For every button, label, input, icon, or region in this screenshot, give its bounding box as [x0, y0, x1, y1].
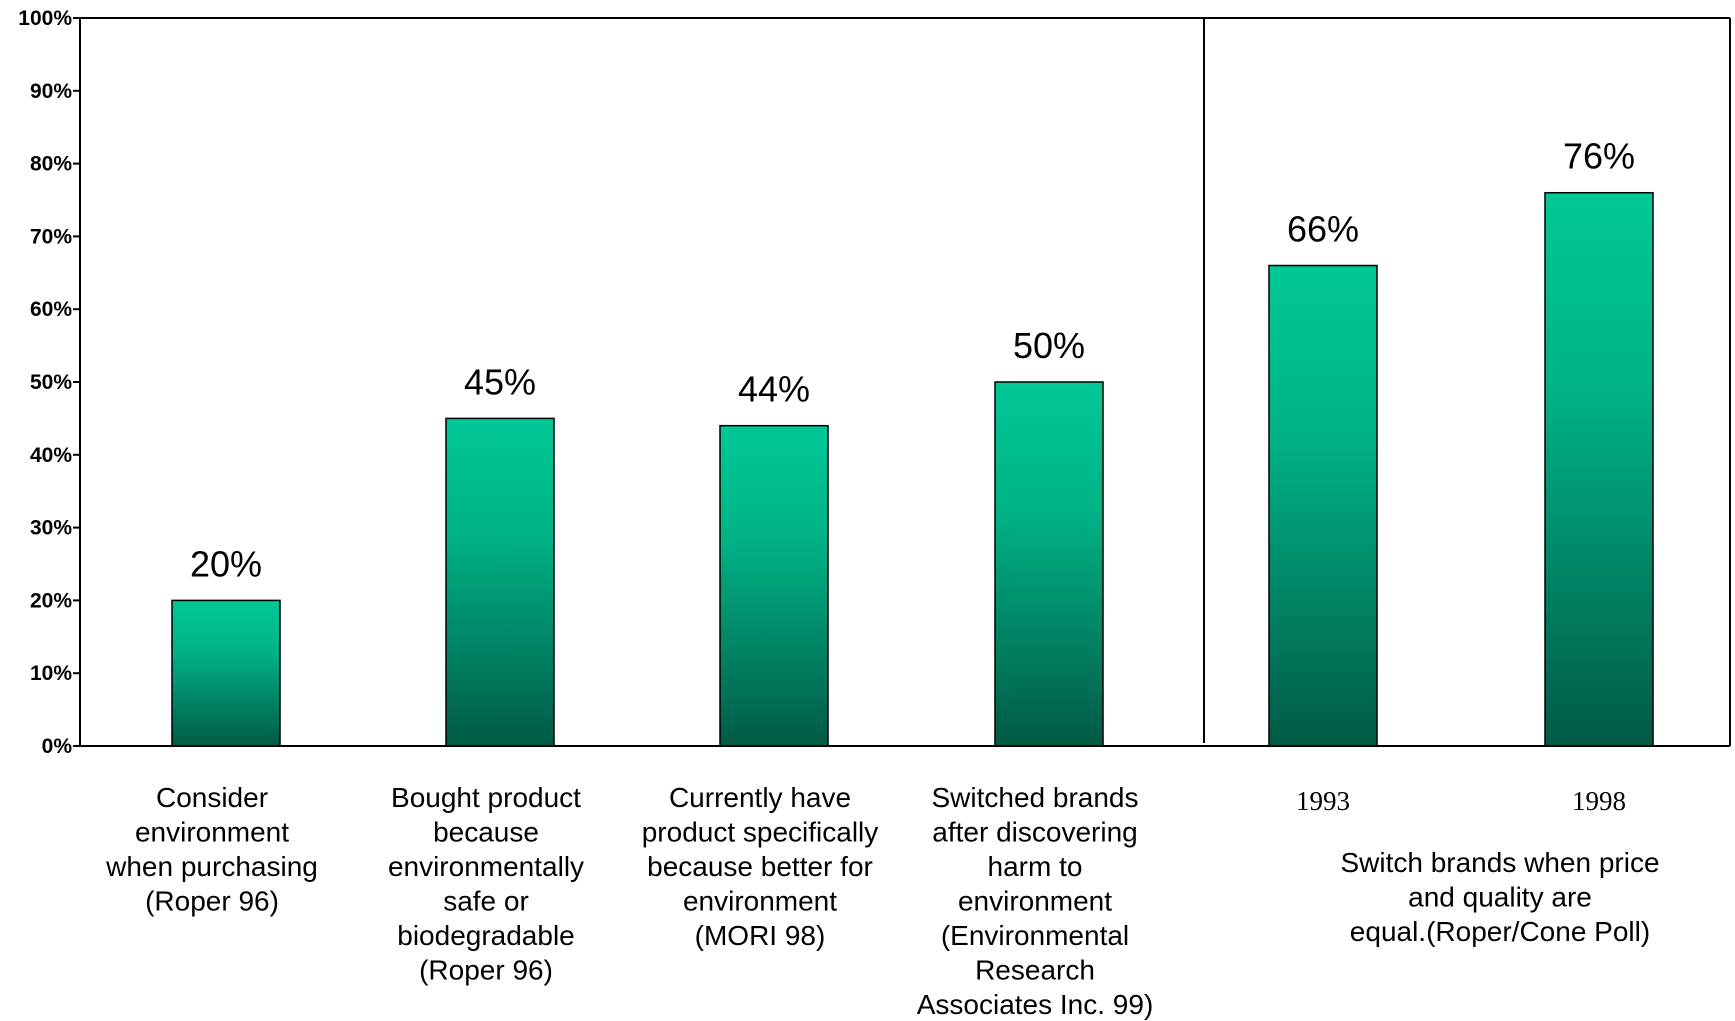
category-label: after discovering: [932, 817, 1137, 848]
category-label: safe or: [443, 886, 529, 917]
bar: [171, 599, 281, 747]
data-label: 66%: [1287, 209, 1359, 250]
category-label: 1998: [1572, 786, 1626, 816]
category-label: Research: [975, 955, 1095, 986]
data-label: 50%: [1013, 325, 1085, 366]
category-label: (Roper 96): [419, 955, 553, 986]
bar: [1544, 191, 1654, 747]
group-label: equal.(Roper/Cone Poll): [1350, 916, 1650, 947]
y-tick-label: 0%: [42, 735, 73, 758]
y-tick-label: 90%: [30, 80, 72, 103]
category-label: Switched brands: [931, 782, 1138, 813]
data-label: 45%: [464, 361, 536, 402]
category-label: product specifically: [642, 817, 879, 848]
category-label: (MORI 98): [695, 920, 826, 951]
category-label: (Roper 96): [145, 886, 279, 917]
category-label: when purchasing: [105, 851, 318, 882]
y-tick-label: 100%: [18, 7, 72, 30]
category-label: because: [433, 817, 539, 848]
category-label: harm to: [988, 851, 1083, 882]
data-label: 44%: [738, 369, 810, 410]
data-label: 76%: [1563, 136, 1635, 177]
category-label: Bought product: [391, 782, 581, 813]
y-tick-label: 20%: [30, 589, 72, 612]
y-tick-label: 70%: [30, 225, 72, 248]
group-label: Switch brands when price: [1340, 847, 1659, 878]
bars: [171, 191, 1654, 747]
data-label: 20%: [190, 543, 262, 584]
category-label: Consider: [156, 782, 268, 813]
category-label: environment: [683, 886, 837, 917]
y-tick-label: 50%: [30, 371, 72, 394]
bar: [1268, 264, 1378, 747]
category-label: Associates Inc. 99): [917, 989, 1154, 1020]
y-tick-label: 30%: [30, 517, 72, 540]
category-label: 1993: [1296, 786, 1350, 816]
category-label: environmentally: [388, 851, 584, 882]
bar: [994, 381, 1104, 747]
category-label: environment: [135, 817, 289, 848]
category-label: Currently have: [669, 782, 851, 813]
bar: [719, 424, 829, 747]
y-tick-label: 80%: [30, 153, 72, 176]
group-label: and quality are: [1408, 882, 1592, 913]
axes: 0% 10% 20% 30% 40% 50% 60% 70% 80% 90% 100%: [18, 7, 1731, 758]
y-tick-label: 60%: [30, 298, 72, 321]
category-label: (Environmental: [941, 920, 1129, 951]
category-label: environment: [958, 886, 1112, 917]
y-tick-label: 40%: [30, 444, 72, 467]
y-tick-label: 10%: [30, 662, 72, 685]
bar: [445, 417, 555, 747]
category-label: because better for: [647, 851, 873, 882]
category-label: biodegradable: [397, 920, 575, 951]
